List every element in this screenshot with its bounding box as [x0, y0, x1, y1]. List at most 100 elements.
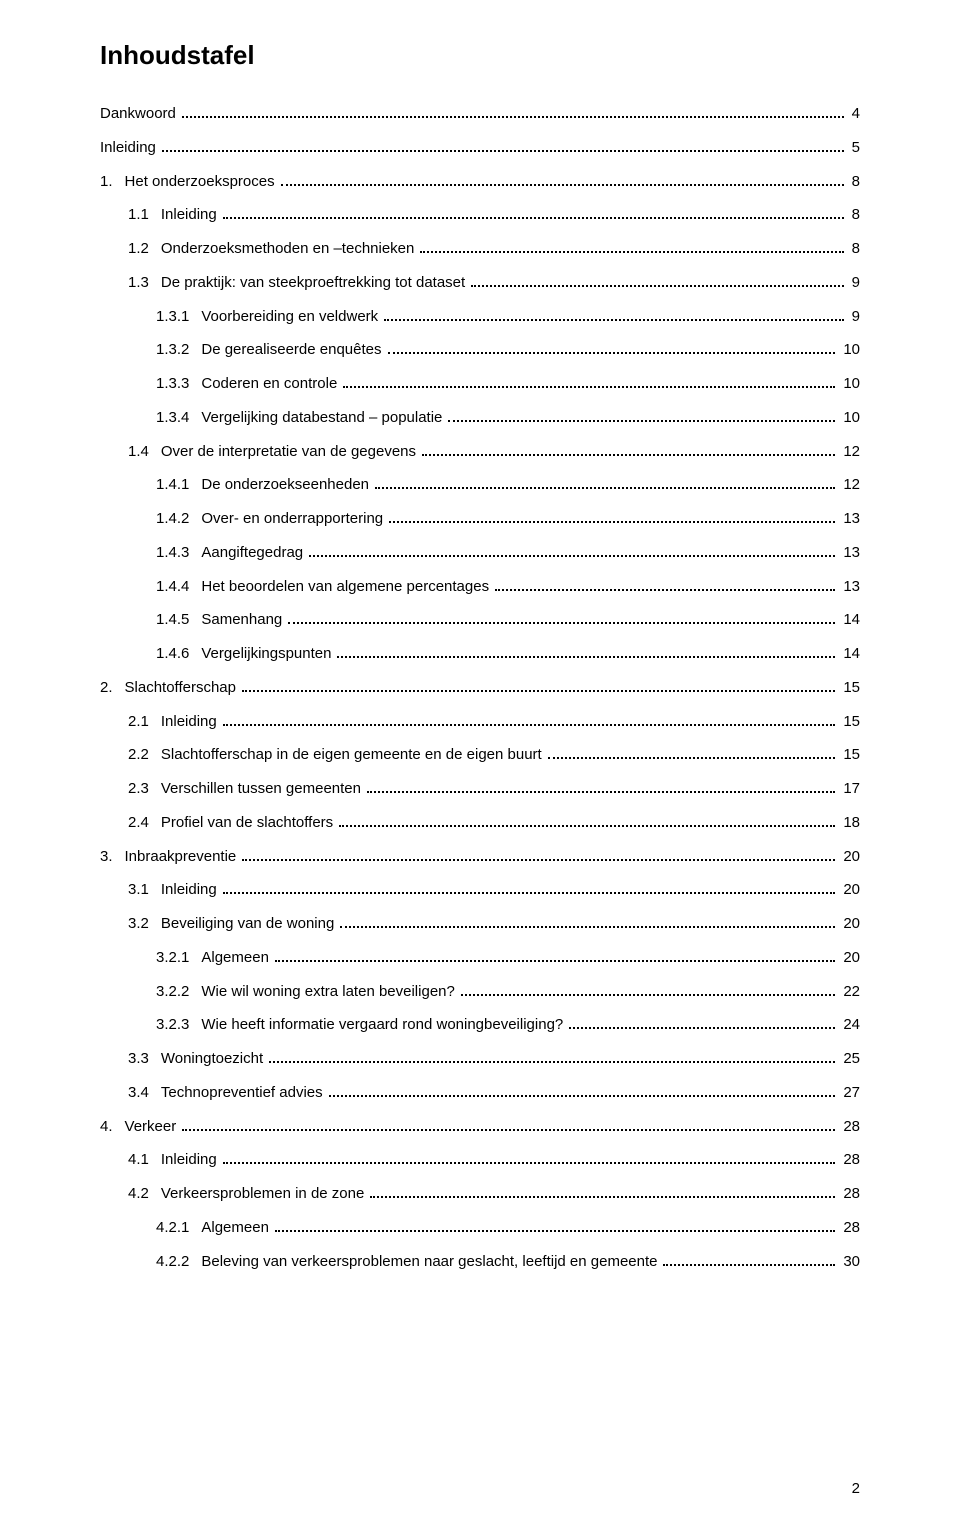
toc-entry-number: 3.2.3	[156, 1008, 201, 1042]
toc-entry-page: 10	[839, 401, 860, 435]
document-page: Inhoudstafel Dankwoord4Inleiding51.Het o…	[0, 0, 960, 1525]
toc-entry-number: 4.2.1	[156, 1211, 201, 1245]
toc-entry-number: 4.	[100, 1110, 125, 1144]
toc-entry: Dankwoord4	[100, 97, 860, 131]
toc-entry-page: 24	[839, 1008, 860, 1042]
toc-entry: 3.2Beveiliging van de woning20	[100, 907, 860, 941]
toc-entry-title: Voorbereiding en veldwerk	[201, 300, 378, 334]
toc-entry: 1.3.3Coderen en controle10	[100, 367, 860, 401]
toc-entry: Inleiding5	[100, 131, 860, 165]
toc-entry: 1.3De praktijk: van steekproeftrekking t…	[100, 266, 860, 300]
toc-entry-page: 28	[839, 1211, 860, 1245]
toc-dot-leader	[340, 914, 835, 928]
toc-entry-title: Profiel van de slachtoffers	[161, 806, 333, 840]
toc-entry-title: Verkeer	[125, 1110, 177, 1144]
toc-entry-title: De gerealiseerde enquêtes	[201, 333, 381, 367]
toc-entry-number: 3.2.2	[156, 975, 201, 1009]
toc-entry-number: 2.4	[128, 806, 161, 840]
toc-entry-title: Inleiding	[161, 1143, 217, 1177]
toc-entry-page: 30	[839, 1245, 860, 1279]
toc-entry-page: 10	[839, 367, 860, 401]
toc-entry-page: 20	[839, 873, 860, 907]
toc-entry: 3.1Inleiding20	[100, 873, 860, 907]
toc-dot-leader	[384, 307, 844, 321]
toc-entry-page: 9	[848, 300, 860, 334]
toc-entry: 3.2.2Wie wil woning extra laten beveilig…	[100, 975, 860, 1009]
toc-entry-title: Inleiding	[100, 131, 156, 165]
toc-entry-title: Dankwoord	[100, 97, 176, 131]
toc-dot-leader	[269, 1049, 835, 1063]
toc-entry-title: Algemeen	[201, 1211, 269, 1245]
toc-dot-leader	[370, 1184, 835, 1198]
toc-entry: 2.1Inleiding15	[100, 705, 860, 739]
toc-entry-number: 1.4.4	[156, 570, 201, 604]
toc-entry-page: 28	[839, 1143, 860, 1177]
toc-entry-number: 1.4.2	[156, 502, 201, 536]
toc-entry-title: Beveiliging van de woning	[161, 907, 334, 941]
toc-entry-title: Aangiftegedrag	[201, 536, 303, 570]
toc-dot-leader	[288, 610, 835, 624]
toc-entry-number: 1.2	[128, 232, 161, 266]
toc-entry-number: 3.2.1	[156, 941, 201, 975]
toc-entry-page: 8	[848, 165, 860, 199]
toc-entry-title: Verschillen tussen gemeenten	[161, 772, 361, 806]
toc-entry: 3.3Woningtoezicht25	[100, 1042, 860, 1076]
toc-entry-page: 8	[848, 232, 860, 266]
toc-entry-page: 8	[848, 198, 860, 232]
page-number: 2	[852, 1480, 860, 1497]
toc-entry-number: 1.4	[128, 435, 161, 469]
toc-dot-leader	[569, 1015, 835, 1029]
toc-entry: 2.4Profiel van de slachtoffers18	[100, 806, 860, 840]
toc-entry-title: Technopreventief advies	[161, 1076, 323, 1110]
toc-entry-number: 1.4.6	[156, 637, 201, 671]
toc-entry: 3.2.3Wie heeft informatie vergaard rond …	[100, 1008, 860, 1042]
toc-entry-number: 4.1	[128, 1143, 161, 1177]
toc-entry-number: 1.3.3	[156, 367, 201, 401]
toc-entry-number: 1.	[100, 165, 125, 199]
toc-entry: 4.2.1Algemeen 28	[100, 1211, 860, 1245]
toc-dot-leader	[182, 1117, 835, 1131]
toc-dot-leader	[389, 509, 835, 523]
toc-entry: 1.4.4Het beoordelen van algemene percent…	[100, 570, 860, 604]
toc-title: Inhoudstafel	[100, 40, 860, 71]
toc-dot-leader	[275, 948, 835, 962]
toc-dot-leader	[548, 745, 836, 759]
toc-entry-page: 25	[839, 1042, 860, 1076]
toc-entry-number: 3.1	[128, 873, 161, 907]
toc-entry-title: Wie wil woning extra laten beveiligen?	[201, 975, 454, 1009]
toc-entry-page: 28	[839, 1110, 860, 1144]
toc-entry-title: Onderzoeksmethoden en –technieken	[161, 232, 415, 266]
toc-entry: 3.2.1Algemeen20	[100, 941, 860, 975]
toc-entry-number: 1.3.2	[156, 333, 201, 367]
toc-entry: 1.4.6Vergelijkingspunten14	[100, 637, 860, 671]
toc-entry-number: 1.4.5	[156, 603, 201, 637]
toc-entry: 1.2Onderzoeksmethoden en –technieken 8	[100, 232, 860, 266]
toc-container: Dankwoord4Inleiding51.Het onderzoeksproc…	[100, 97, 860, 1278]
toc-dot-leader	[275, 1218, 835, 1232]
toc-dot-leader	[422, 442, 835, 456]
toc-entry-page: 15	[839, 705, 860, 739]
toc-entry: 4.1Inleiding 28	[100, 1143, 860, 1177]
toc-entry-title: De onderzoekseenheden	[201, 468, 369, 502]
toc-entry-page: 15	[839, 671, 860, 705]
toc-entry-page: 13	[839, 502, 860, 536]
toc-entry-number: 2.1	[128, 705, 161, 739]
toc-entry-number: 1.3.4	[156, 401, 201, 435]
toc-entry-page: 20	[839, 907, 860, 941]
toc-dot-leader	[663, 1252, 835, 1266]
toc-entry-title: Wie heeft informatie vergaard rond wonin…	[201, 1008, 563, 1042]
toc-entry-number: 2.	[100, 671, 125, 705]
toc-dot-leader	[329, 1083, 836, 1097]
toc-entry-page: 10	[839, 333, 860, 367]
toc-entry-number: 3.	[100, 840, 125, 874]
toc-dot-leader	[461, 982, 835, 996]
toc-entry-page: 28	[839, 1177, 860, 1211]
toc-entry-title: Over de interpretatie van de gegevens	[161, 435, 416, 469]
toc-entry: 4.2.2Beleving van verkeersproblemen naar…	[100, 1245, 860, 1279]
toc-dot-leader	[242, 847, 835, 861]
toc-dot-leader	[420, 239, 843, 253]
toc-entry-page: 22	[839, 975, 860, 1009]
toc-entry-page: 12	[839, 468, 860, 502]
toc-entry-page: 13	[839, 570, 860, 604]
toc-dot-leader	[309, 543, 835, 557]
